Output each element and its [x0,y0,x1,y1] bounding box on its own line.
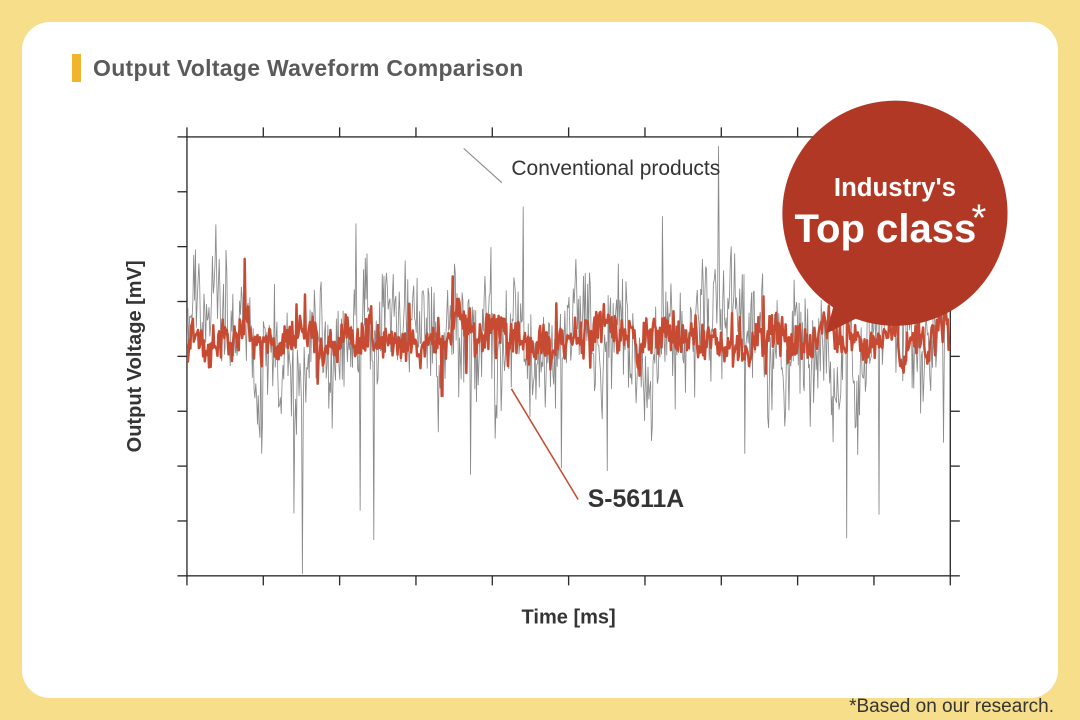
outer-frame: Output Voltage Waveform Comparison Outpu… [0,0,1080,720]
x-axis-label: Time [ms] [522,607,616,629]
heading: Output Voltage Waveform Comparison [72,54,524,82]
badge-line2: Top class [794,207,976,251]
footnote: *Based on our research. [849,696,1054,718]
y-axis-label: Output Voltage [mV] [124,260,146,452]
chart-container: Output Voltage [mV] Time [ms] Conventional… [82,102,998,668]
badge-asterisk: * [971,196,986,239]
callout-line-conventional [464,148,502,182]
badge-line1: Industry's [834,174,956,202]
callout-line-product [511,389,578,500]
callout-label-product: S-5611A [588,486,685,513]
heading-accent-bar [72,54,81,82]
card: Output Voltage Waveform Comparison Outpu… [22,22,1058,698]
callout-label-conventional: Conventional products [511,157,720,180]
heading-text: Output Voltage Waveform Comparison [93,55,524,82]
waveform-chart: Output Voltage [mV] Time [ms] Conventional… [82,102,998,668]
